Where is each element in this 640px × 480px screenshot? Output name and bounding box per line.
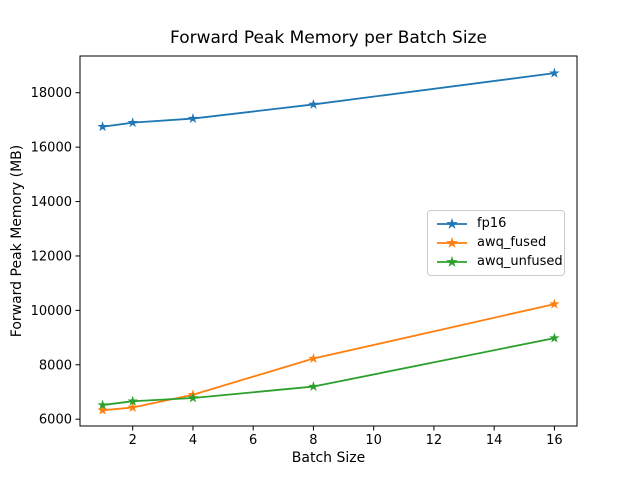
data-point-marker-fp16	[97, 121, 108, 132]
data-point-marker-awq_unfused	[127, 395, 138, 406]
y-tick-label: 18000	[31, 86, 72, 101]
x-tick-label: 8	[309, 433, 317, 448]
legend-item-fp16: fp16	[436, 214, 558, 233]
legend-label: awq_fused	[477, 234, 547, 250]
y-tick-label: 16000	[31, 141, 72, 156]
x-tick-label: 16	[546, 433, 563, 448]
data-point-marker-awq_unfused	[549, 332, 560, 343]
data-point-marker-awq_fused	[549, 298, 560, 309]
data-point-marker-awq_fused	[308, 353, 319, 363]
legend: fp16 awq_fused awq_unfused	[427, 210, 565, 276]
x-tick-label: 2	[129, 433, 137, 448]
x-tick-label: 12	[426, 433, 443, 448]
series-line-awq_fused	[102, 303, 555, 412]
line-star-swatch-icon	[437, 217, 467, 229]
data-point-marker-awq_fused	[97, 404, 108, 415]
chart-title: Forward Peak Memory per Batch Size	[170, 28, 487, 48]
series-line-fp16	[102, 72, 555, 128]
legend-item-awq-unfused: awq_unfused	[436, 253, 563, 272]
x-tick-label: 10	[365, 433, 382, 448]
data-point-marker-fp16	[549, 67, 560, 78]
line-star-swatch-icon	[437, 256, 467, 268]
data-point-marker-fp16	[127, 117, 138, 128]
y-tick-label: 14000	[31, 195, 72, 210]
y-tick-label: 6000	[39, 413, 72, 428]
data-point-marker-fp16	[187, 113, 199, 124]
x-tick-label: 14	[486, 433, 503, 448]
y-axis-label: Forward Peak Memory (MB)	[9, 144, 25, 338]
x-tick-label: 4	[189, 433, 197, 448]
data-point-marker-awq_unfused	[308, 381, 319, 391]
series-line-awq_unfused	[102, 337, 555, 406]
data-point-marker-awq_unfused	[97, 399, 108, 410]
line-star-swatch-icon	[437, 236, 467, 248]
x-tick-label: 6	[249, 433, 257, 448]
x-axis-label: Batch Size	[291, 450, 366, 466]
legend-label: fp16	[477, 215, 507, 231]
y-tick-label: 12000	[31, 249, 72, 264]
axes-spines	[79, 55, 578, 427]
legend-label: awq_unfused	[477, 254, 563, 270]
y-tick-label: 10000	[31, 304, 72, 319]
data-point-marker-fp16	[308, 98, 319, 109]
data-point-marker-awq_unfused	[187, 392, 199, 403]
data-point-marker-awq_fused	[127, 402, 138, 412]
legend-item-awq-fused: awq_fused	[436, 233, 558, 252]
y-tick-label: 8000	[39, 358, 72, 373]
